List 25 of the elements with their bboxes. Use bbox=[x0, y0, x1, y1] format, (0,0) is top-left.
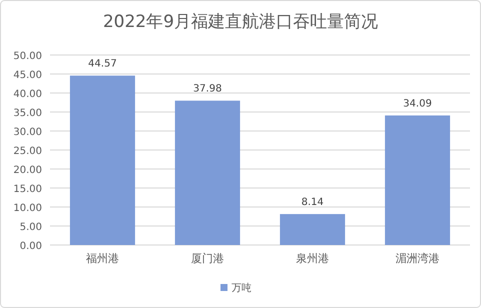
chart-title: 2022年9月福建直航港口吞吐量简况 bbox=[102, 12, 378, 32]
y-tick-label: 10.00 bbox=[13, 203, 42, 214]
bar bbox=[70, 76, 136, 245]
legend-label: 万吨 bbox=[232, 282, 252, 294]
y-tick-label: 40.00 bbox=[13, 89, 42, 100]
y-tick-label: 45.00 bbox=[13, 70, 42, 81]
y-tick-label: 35.00 bbox=[13, 108, 42, 119]
y-tick-label: 25.00 bbox=[13, 146, 42, 157]
bar bbox=[280, 214, 346, 245]
data-label: 34.09 bbox=[403, 98, 432, 110]
data-label: 37.98 bbox=[193, 84, 222, 95]
y-tick-label: 0.00 bbox=[20, 241, 42, 252]
y-tick-label: 15.00 bbox=[13, 184, 42, 195]
bar bbox=[174, 100, 240, 245]
data-label: 44.57 bbox=[88, 58, 117, 70]
x-tick-label: 福州港 bbox=[86, 252, 119, 265]
x-tick-label: 泉州港 bbox=[296, 252, 329, 265]
data-label: 8.14 bbox=[301, 197, 324, 208]
y-tick-label: 50.00 bbox=[13, 51, 42, 62]
x-tick-label: 湄洲湾港 bbox=[396, 252, 440, 265]
y-tick-label: 5.00 bbox=[20, 222, 42, 233]
x-tick-label: 厦门港 bbox=[191, 252, 224, 265]
y-tick-label: 20.00 bbox=[13, 165, 42, 176]
y-tick-label: 30.00 bbox=[13, 127, 42, 138]
bar bbox=[384, 115, 450, 245]
